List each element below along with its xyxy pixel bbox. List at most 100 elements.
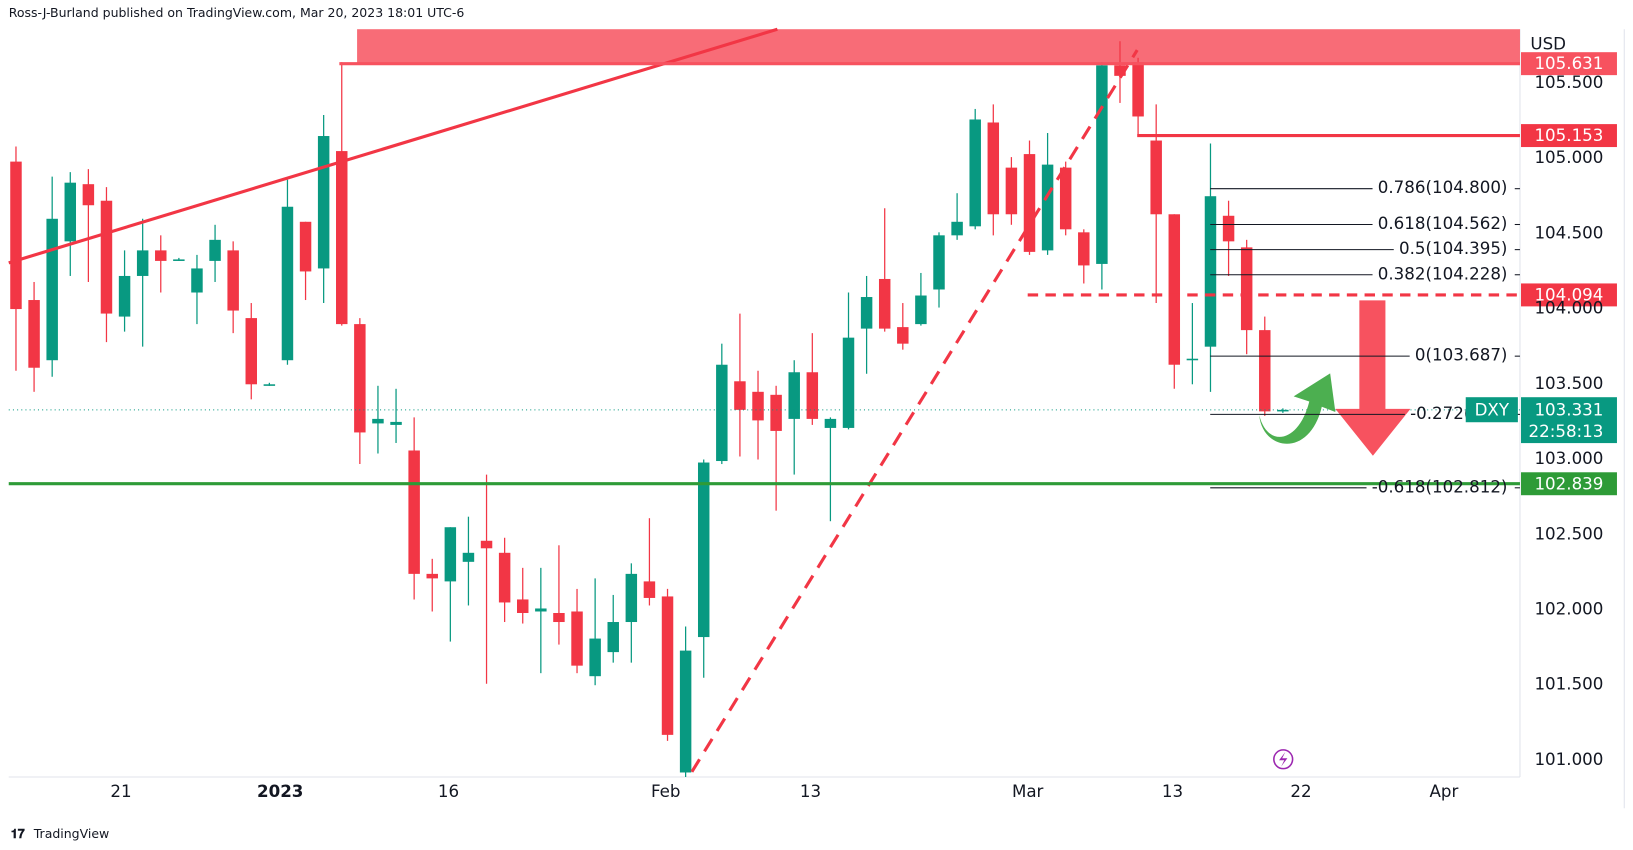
- x-tick-label: 13: [1162, 782, 1183, 801]
- x-tick-label: Feb: [651, 782, 681, 801]
- candle-body: [390, 421, 402, 425]
- event-icon: [1273, 749, 1294, 770]
- y-tick-label: 105.500: [1534, 73, 1603, 92]
- candle-body: [716, 364, 728, 462]
- candle-body: [1132, 62, 1144, 117]
- x-tick-label: 21: [110, 782, 131, 801]
- candle-body: [28, 300, 40, 368]
- y-tick-label: 104.000: [1534, 299, 1603, 318]
- candle-body: [878, 278, 891, 329]
- credit: Ross-J-Burland published on TradingView.…: [9, 5, 465, 20]
- candle-body: [1240, 247, 1253, 331]
- candle-body: [444, 527, 457, 582]
- brand: TradingView: [33, 826, 110, 841]
- candle-body: [661, 596, 674, 735]
- candle-body: [679, 650, 692, 773]
- candle-body: [1204, 196, 1217, 347]
- candle-body: [1222, 215, 1235, 242]
- resistance-zone: [357, 29, 1520, 65]
- candle-body: [64, 182, 77, 242]
- candle-body: [1150, 140, 1162, 215]
- candle-body: [697, 462, 710, 638]
- candle-body: [82, 184, 95, 206]
- candle-body: [860, 297, 873, 329]
- last-price-tag: [1521, 397, 1617, 444]
- fib-label: -0.618(102.812): [1372, 477, 1508, 496]
- symbol-label: DXY: [1475, 400, 1510, 419]
- candle-body: [263, 384, 276, 386]
- candle-body: [1059, 167, 1072, 230]
- candle-body: [354, 324, 366, 433]
- price-level-label: 102.839: [1534, 474, 1603, 493]
- candle-body: [752, 391, 764, 421]
- candle-body: [806, 372, 819, 419]
- x-tick-label: Apr: [1430, 782, 1459, 801]
- fib-label: 0.618(104.562): [1378, 214, 1508, 233]
- candle-body: [951, 221, 963, 236]
- candle-body: [480, 540, 493, 549]
- fib-label: 0(103.687): [1415, 346, 1508, 365]
- candle-body: [100, 200, 113, 314]
- y-tick-label: 101.500: [1534, 675, 1603, 694]
- x-tick-label: Mar: [1012, 782, 1044, 801]
- candle-body: [571, 611, 583, 666]
- candle-body: [788, 372, 800, 419]
- candle-body: [173, 259, 185, 261]
- price-level-tag: [1521, 52, 1617, 76]
- x-tick-label: 22: [1290, 782, 1311, 801]
- countdown: 22:58:13: [1529, 422, 1604, 441]
- candle-body: [770, 394, 782, 431]
- symbol-tag: [1465, 397, 1518, 423]
- event-icon-bolt: [1279, 751, 1288, 767]
- red-arrow: [1335, 300, 1411, 456]
- candle-body: [462, 552, 475, 562]
- candle-body: [372, 418, 384, 424]
- candle-body: [10, 161, 22, 310]
- candle-body: [1114, 65, 1126, 76]
- y-tick-label: 102.500: [1534, 524, 1603, 543]
- candle-body: [1259, 330, 1271, 412]
- candle-body: [1186, 358, 1199, 361]
- candle-body: [987, 122, 1000, 215]
- price-level-tag: [1521, 472, 1617, 496]
- y-tick-label: 103.500: [1534, 374, 1603, 393]
- y-tick-label: 104.500: [1534, 223, 1603, 242]
- candle-body: [897, 327, 909, 344]
- candle-body: [336, 151, 348, 325]
- candle-body: [498, 552, 511, 603]
- y-tick-label: 101.000: [1534, 750, 1603, 769]
- candle-body: [517, 599, 529, 613]
- candle-body: [535, 608, 547, 612]
- candle-body: [842, 337, 855, 428]
- y-tick-label: 103.000: [1534, 449, 1603, 468]
- last-price-label: 103.331: [1534, 400, 1603, 419]
- candle-body: [1023, 154, 1036, 252]
- candle-body: [191, 268, 203, 293]
- candle-body: [1005, 167, 1018, 215]
- x-tick-label: 16: [438, 782, 459, 801]
- candle-body: [607, 622, 619, 653]
- candle-body: [281, 206, 294, 361]
- candle-body: [915, 295, 927, 325]
- candle-body: [317, 136, 330, 269]
- candle-body: [643, 581, 656, 598]
- candle-body: [1041, 164, 1054, 251]
- candle-body: [136, 250, 149, 276]
- candle-body: [625, 573, 638, 623]
- candle-body: [933, 235, 945, 290]
- candle-body: [209, 239, 221, 261]
- fib-label: 0.5(104.395): [1399, 239, 1507, 258]
- fib-label: 0.382(104.228): [1378, 264, 1508, 283]
- green-arrow: [1259, 373, 1336, 444]
- price-level-label: 104.094: [1534, 285, 1603, 304]
- currency: USD: [1530, 34, 1566, 53]
- price-level-tag: [1521, 283, 1617, 307]
- dashed-trendline: [690, 49, 1139, 773]
- candle-body: [589, 638, 601, 677]
- candle-body: [408, 450, 420, 574]
- x-tick-label: 13: [800, 782, 821, 801]
- candle-body: [1078, 232, 1090, 266]
- price-level-label: 105.153: [1534, 126, 1603, 145]
